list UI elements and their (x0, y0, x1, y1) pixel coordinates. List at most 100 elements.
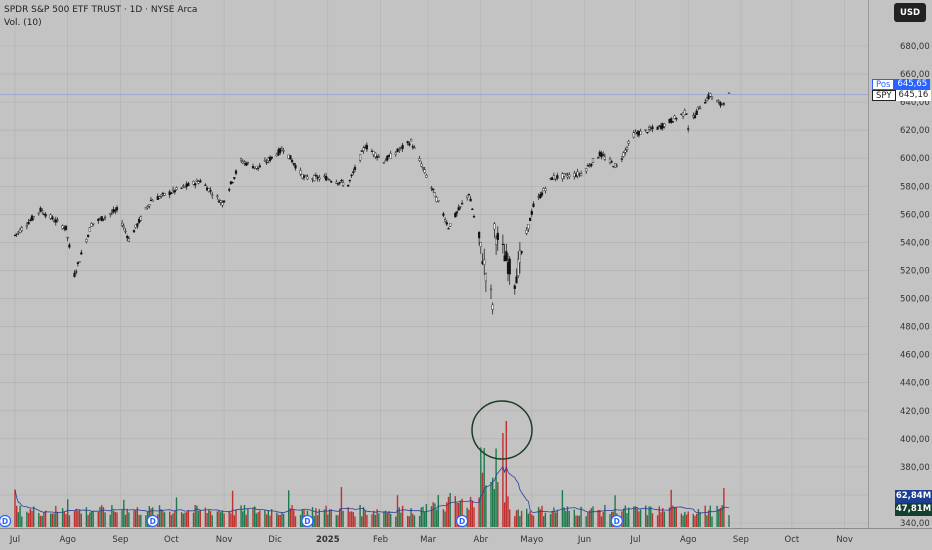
candle-body (170, 192, 173, 195)
candle-body (144, 206, 147, 210)
candle-body (520, 251, 523, 254)
candle-body (588, 165, 591, 168)
volume-bar (123, 499, 125, 527)
candle-body (30, 215, 34, 221)
dividend-marker-circle (146, 514, 159, 528)
dividend-marker[interactable]: D (610, 514, 623, 528)
candle-body (350, 174, 353, 177)
candle-body (263, 160, 266, 162)
candle-body (408, 143, 411, 146)
candle-body (699, 107, 702, 110)
volume-bar (109, 514, 111, 527)
time-tick-label: Nov (216, 535, 233, 545)
volume-bar (660, 512, 662, 527)
volume-bar (597, 509, 599, 527)
volume-bar (44, 510, 47, 527)
candle-body (489, 288, 493, 291)
volume-bar (267, 510, 269, 527)
candle-body (590, 163, 593, 166)
candle-body (722, 103, 725, 105)
candle-body (173, 190, 176, 193)
dividend-marker[interactable]: D (301, 514, 314, 528)
volume-bar (622, 508, 625, 527)
dividend-marker[interactable]: D (456, 514, 469, 528)
volume-bar (291, 505, 293, 527)
volume-bar (199, 509, 201, 527)
candle-body (518, 250, 521, 263)
volume-spike-annotation-circle[interactable] (471, 400, 533, 460)
candle-body (493, 223, 496, 230)
candle-body (291, 160, 294, 163)
candle-body (122, 225, 125, 228)
candle-body (216, 195, 219, 197)
candle-body (671, 121, 674, 123)
candle-body (115, 207, 119, 211)
volume-bar (359, 504, 361, 527)
volume-bar (41, 515, 43, 527)
candle-body (554, 178, 557, 180)
volume-bar (543, 516, 545, 527)
volume-bar (101, 505, 103, 527)
volume-bar (651, 513, 654, 527)
candle-body (610, 161, 613, 163)
candle-body (209, 189, 212, 192)
time-tick-label: Sep (112, 535, 128, 545)
volume-bar (376, 509, 378, 527)
candle-body (362, 147, 365, 151)
candle-body (508, 258, 511, 275)
candle-body (432, 188, 435, 191)
volume-bar (311, 507, 314, 527)
volume-bar (330, 509, 332, 527)
dividend-marker[interactable]: D (0, 514, 12, 528)
candle-body (413, 147, 416, 149)
volume-bar (184, 512, 186, 527)
volume-bar (656, 515, 659, 527)
price-axis[interactable]: 340,00360,00380,00400,00420,00440,00460,… (900, 42, 930, 529)
volume-bar (675, 507, 677, 527)
candle-body (540, 192, 544, 196)
candle-body (421, 166, 425, 169)
price-tick-label: 600,00 (900, 154, 930, 164)
currency-button[interactable]: USD (894, 3, 926, 22)
candle-body (466, 195, 469, 198)
volume-bar (220, 512, 222, 527)
volume-bar (352, 512, 354, 527)
volume-indicator-label[interactable]: Vol. (10) (4, 18, 42, 28)
position-price-tag: Pos 645,65 (872, 79, 931, 90)
time-tick-label: Abr (473, 535, 488, 545)
volume-bar (240, 505, 242, 527)
candle-body (245, 162, 248, 166)
volume-bar (480, 447, 482, 527)
dividend-marker-circle (610, 514, 623, 528)
volume-bar (697, 508, 700, 527)
volume-bar (231, 490, 234, 527)
price-tick-label: 380,00 (900, 463, 930, 473)
volume-bar (602, 511, 604, 527)
candle-body (187, 183, 190, 186)
volume-bar (592, 506, 594, 527)
last-price-value: 645,16 (895, 90, 932, 101)
dividend-marker[interactable]: D (146, 514, 159, 528)
candle-body (608, 158, 612, 163)
volume-bar (230, 513, 232, 527)
dividend-marker-label: D (304, 517, 310, 526)
time-tick-label: Mayo (520, 535, 543, 545)
candle-body (54, 219, 57, 223)
candle-body (180, 187, 183, 189)
volume-bar (575, 515, 577, 527)
volume-bar (371, 514, 373, 527)
candle-body (299, 170, 302, 175)
time-axis[interactable]: Jul Ago Sep Oct Nov Dic 2025 Feb Mar Abr Mayo Jun Ju… (9, 535, 853, 545)
candle-body (695, 110, 698, 115)
candle-body (342, 182, 345, 186)
volume-bar (410, 508, 412, 527)
candle-body (529, 217, 532, 222)
volume-bar (68, 515, 71, 527)
candle-body (398, 149, 401, 151)
candle-body (243, 161, 246, 164)
volume-bar (51, 513, 54, 527)
volume-bar (337, 515, 339, 527)
